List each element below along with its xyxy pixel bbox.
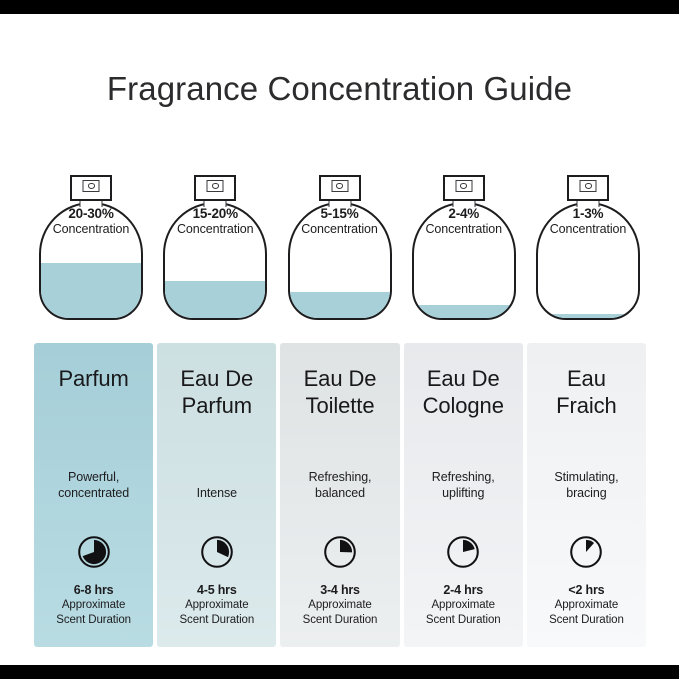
- card-duration: 2-4 hrs Approximate Scent Duration: [404, 582, 523, 628]
- bottle-2: 15-20% Concentration: [158, 175, 272, 323]
- card-title: Eau De Toilette: [303, 366, 377, 418]
- card-duration-hours: <2 hrs: [568, 582, 605, 597]
- fragrance-card-2[interactable]: Eau De Parfum Intense 4-5 hrs Approximate Sce…: [157, 343, 277, 647]
- sprayer-icon: [82, 180, 100, 192]
- card-duration: 6-8 hrs Approximate Scent Duration: [34, 582, 153, 628]
- bottle-3: 5-15% Concentration: [283, 175, 397, 323]
- card-description: Intense: [196, 486, 237, 501]
- bottle-body: [39, 202, 143, 320]
- bottle-body: [287, 202, 392, 320]
- bottle-liquid-fill: [289, 291, 390, 318]
- card-title: Eau De Parfum: [180, 366, 254, 418]
- clock-icon: [200, 536, 233, 568]
- bottles-row: 20-30% Concentration 15-20% Concentration 5-…: [34, 175, 645, 323]
- bottle-body: [411, 202, 516, 320]
- card-duration: 4-5 hrs Approximate Scent Duration: [157, 582, 276, 628]
- fragrance-cards-row: Parfum Powerful, concentrated 6-8 hrs Approx…: [34, 343, 647, 647]
- bottle-1: 20-30% Concentration: [34, 175, 148, 323]
- letterbox-top-bar: [0, 0, 679, 14]
- bottle-cap: [318, 175, 361, 201]
- card-duration: <2 hrs Approximate Scent Duration: [527, 582, 646, 628]
- sprayer-nozzle-icon: [336, 183, 343, 189]
- bottle-liquid-fill: [413, 304, 514, 318]
- card-title: Parfum: [58, 366, 129, 391]
- bottle-liquid-fill: [165, 281, 266, 318]
- fragrance-card-4[interactable]: Eau De Cologne Refreshing, uplifting 2-4 hrs…: [403, 343, 523, 647]
- card-description: Stimulating, bracing: [554, 469, 619, 501]
- clock-icon: [447, 536, 480, 568]
- bottle-cap: [70, 175, 112, 201]
- clock-icon: [324, 536, 356, 568]
- sprayer-nozzle-icon: [87, 183, 95, 189]
- sprayer-nozzle-icon: [460, 183, 468, 189]
- card-description: Refreshing, uplifting: [431, 469, 495, 501]
- card-clock-wrapper: [200, 535, 234, 569]
- card-duration-hours: 6-8 hrs: [73, 582, 114, 597]
- sprayer-icon: [579, 180, 597, 192]
- card-duration-hours: 3-4 hrs: [320, 582, 360, 597]
- card-duration: 3-4 hrs Approximate Scent Duration: [280, 582, 399, 628]
- infographic-page: Fragrance Concentration Guide 20-30% Conc…: [0, 14, 679, 665]
- card-duration-hours: 2-4 hrs: [443, 582, 483, 597]
- card-clock-wrapper: [569, 535, 603, 569]
- sprayer-nozzle-icon: [211, 183, 219, 189]
- clock-icon: [570, 536, 603, 568]
- bottle-body: [163, 202, 268, 320]
- sprayer-icon: [455, 180, 473, 192]
- fragrance-card-1[interactable]: Parfum Powerful, concentrated 6-8 hrs Approx…: [34, 343, 154, 647]
- card-title: Eau Fraich: [556, 366, 617, 418]
- page-title: Fragrance Concentration Guide: [106, 70, 573, 107]
- bottle-liquid-fill: [41, 263, 141, 318]
- card-clock-wrapper: [446, 535, 480, 569]
- bottle-4: 2-4% Concentration: [407, 175, 521, 323]
- card-clock-wrapper: [323, 535, 357, 569]
- sprayer-icon: [331, 180, 348, 192]
- sprayer-nozzle-icon: [584, 183, 592, 189]
- sprayer-icon: [206, 180, 224, 192]
- card-description: Refreshing, balanced: [308, 469, 372, 501]
- card-clock-wrapper: [77, 535, 111, 569]
- letterbox-bottom-bar: [0, 665, 679, 679]
- bottle-liquid-fill: [538, 314, 638, 318]
- fragrance-card-3[interactable]: Eau De Toilette Refreshing, balanced 3-4 hrs…: [280, 343, 400, 647]
- card-description: Powerful, concentrated: [58, 469, 130, 501]
- clock-icon: [77, 536, 110, 568]
- card-duration-hours: 4-5 hrs: [197, 582, 237, 597]
- bottle-5: 1-3% Concentration: [531, 175, 645, 323]
- bottle-body: [536, 202, 640, 320]
- fragrance-card-5[interactable]: Eau Fraich Stimulating, bracing <2 hrs Approx…: [526, 343, 647, 647]
- card-title: Eau De Cologne: [422, 366, 504, 418]
